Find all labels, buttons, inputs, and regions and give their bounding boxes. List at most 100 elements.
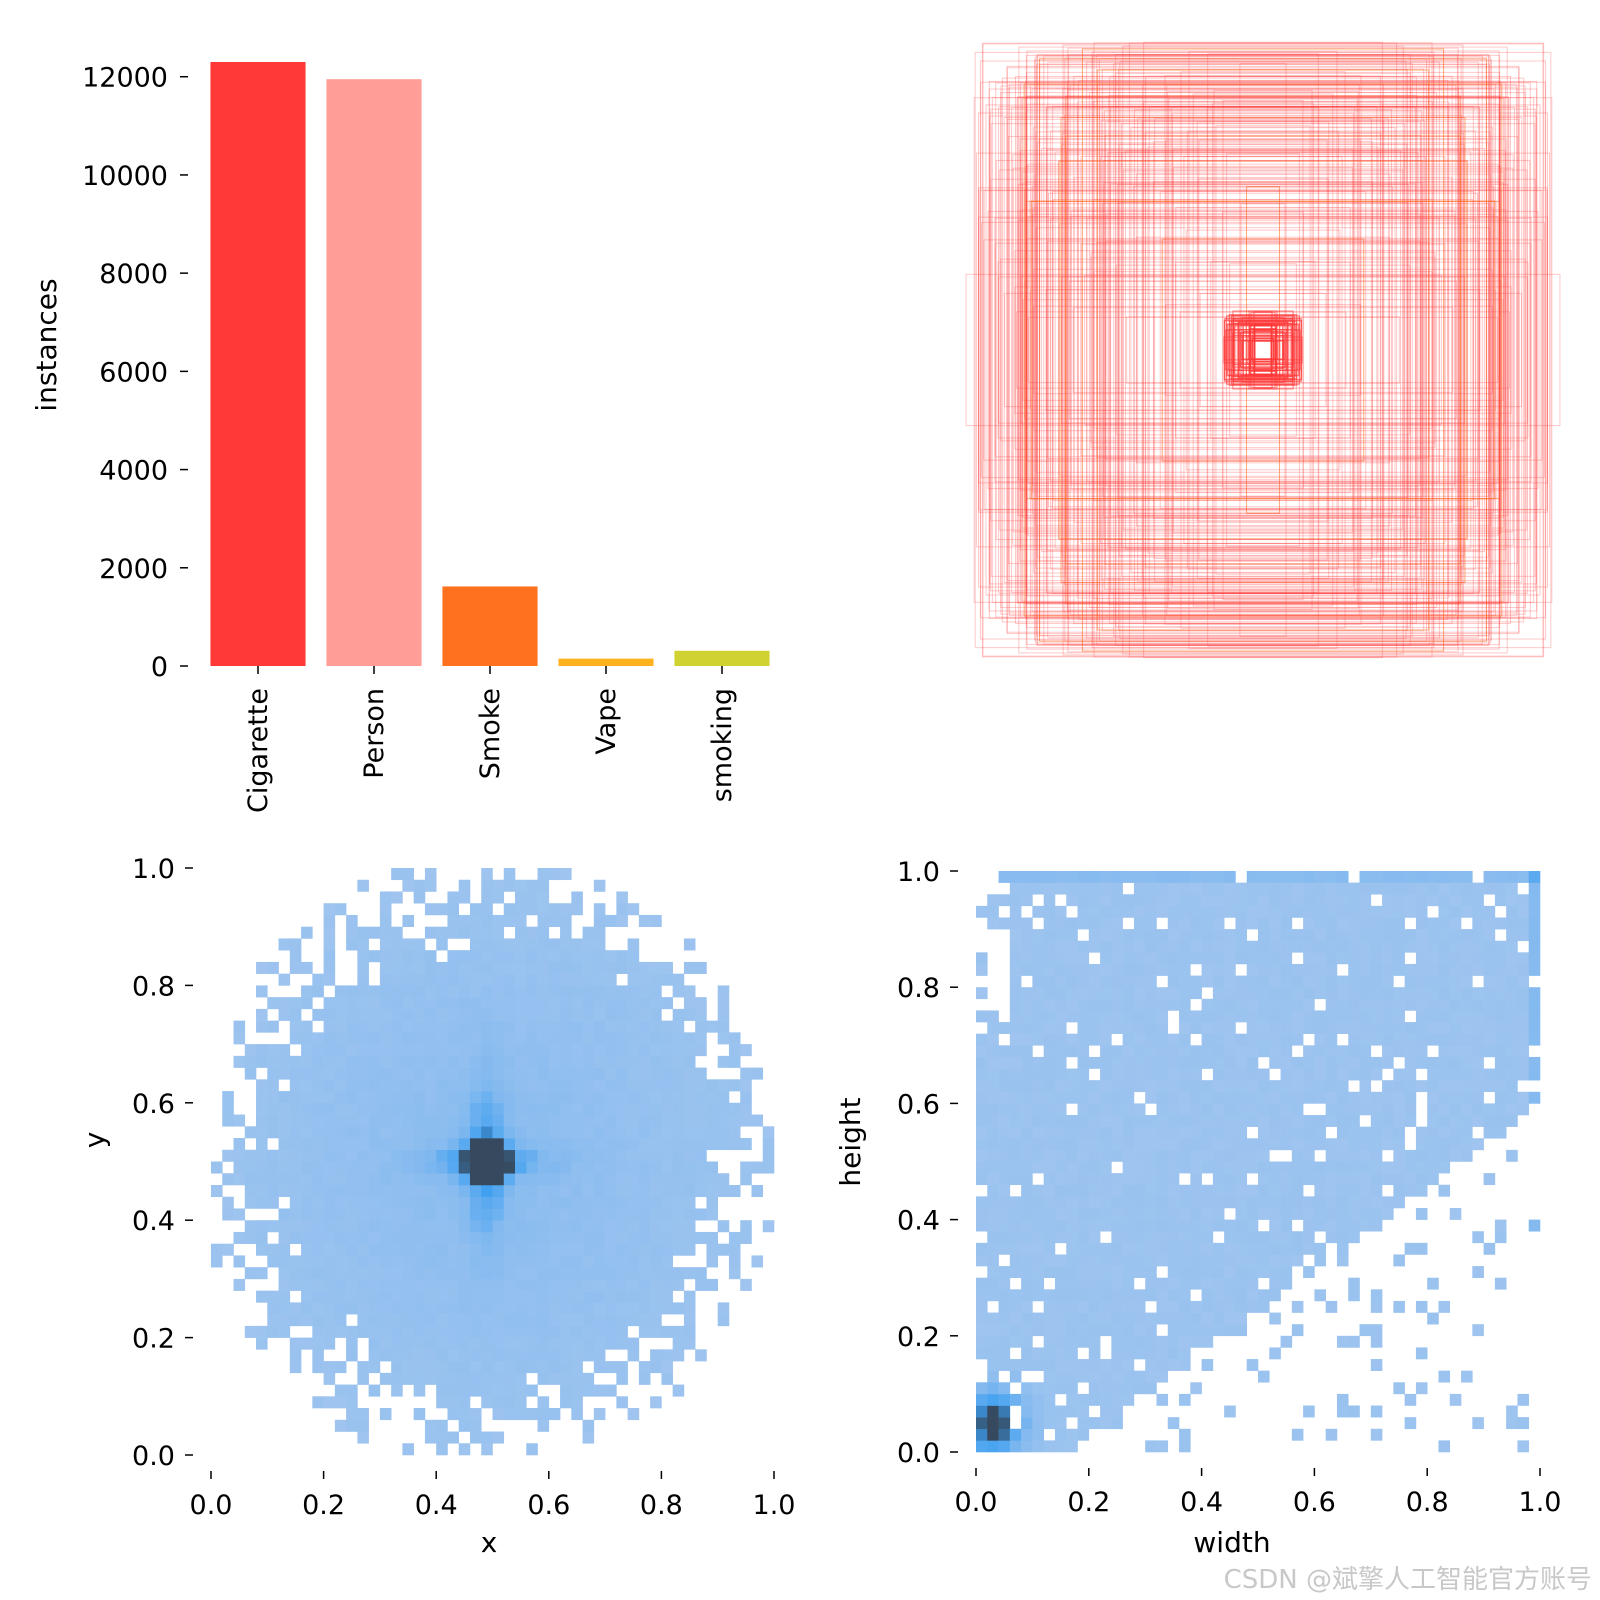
undefined-heatmap-cell: [1009, 1428, 1022, 1441]
undefined-heatmap-cell: [560, 1102, 572, 1115]
undefined-heatmap-cell: [1483, 1080, 1496, 1093]
undefined-heatmap-cell: [1314, 1010, 1326, 1023]
undefined-heatmap-cell: [740, 1231, 752, 1244]
undefined-heatmap-cell: [526, 1067, 538, 1080]
undefined-heatmap-cell: [1212, 1068, 1225, 1081]
undefined-heatmap-cell: [323, 1149, 336, 1162]
undefined-heatmap-cell: [1370, 1115, 1383, 1127]
undefined-heatmap-cell: [1506, 929, 1518, 942]
undefined-heatmap-cell: [458, 1208, 471, 1221]
undefined-heatmap-cell: [1179, 1068, 1191, 1081]
bounding-box: [1067, 47, 1459, 653]
undefined-heatmap-cell: [334, 1243, 347, 1256]
undefined-heatmap-cell: [256, 1091, 268, 1104]
undefined-heatmap-cell: [1393, 894, 1405, 907]
undefined-heatmap-cell: [1100, 1173, 1112, 1186]
undefined-heatmap-cell: [605, 1384, 617, 1397]
undefined-y-tick-label: 0.8: [132, 971, 175, 1002]
undefined-heatmap-cell: [1111, 917, 1123, 930]
undefined-heatmap-cell: [582, 1384, 595, 1397]
undefined-heatmap-cell: [605, 1208, 617, 1221]
undefined-heatmap-cell: [1291, 940, 1304, 953]
undefined-x-tick-label: 0.6: [527, 1490, 570, 1521]
undefined-heatmap-cell: [1088, 1173, 1101, 1186]
undefined-heatmap-cell: [683, 1231, 696, 1244]
undefined-heatmap-cell: [1314, 1022, 1326, 1034]
undefined-heatmap-cell: [481, 1325, 493, 1338]
undefined-heatmap-cell: [998, 1428, 1011, 1441]
undefined-heatmap-cell: [1370, 1173, 1383, 1186]
undefined-heatmap-cell: [1393, 1149, 1405, 1162]
undefined-heatmap-cell: [492, 938, 505, 951]
undefined-heatmap-cell: [1054, 1149, 1067, 1162]
undefined-heatmap-cell: [1472, 963, 1484, 976]
undefined-heatmap-cell: [1145, 1242, 1157, 1255]
undefined-heatmap-cell: [1111, 1173, 1123, 1186]
undefined-heatmap-cell: [1449, 952, 1462, 965]
undefined-heatmap-cell: [1393, 1173, 1405, 1186]
undefined-heatmap-cell: [469, 1231, 482, 1244]
undefined-heatmap-cell: [1336, 1161, 1349, 1174]
undefined-heatmap-cell: [469, 1267, 482, 1280]
undefined-heatmap-cell: [1325, 1138, 1338, 1151]
undefined-heatmap-cell: [1088, 987, 1101, 1000]
undefined-heatmap-cell: [1404, 1149, 1417, 1162]
undefined-heatmap-cell: [638, 1008, 651, 1021]
undefined-heatmap-cell: [357, 1161, 369, 1174]
undefined-heatmap-cell: [1246, 1242, 1259, 1255]
undefined-heatmap-cell: [1088, 1231, 1101, 1244]
undefined-heatmap-cell: [1314, 1196, 1326, 1209]
undefined-heatmap-cell: [1021, 1103, 1033, 1116]
undefined-heatmap-cell: [1336, 871, 1349, 883]
undefined-heatmap-cell: [1404, 963, 1417, 976]
undefined-heatmap-cell: [1438, 1300, 1451, 1313]
undefined-heatmap-cell: [492, 1314, 505, 1327]
undefined-heatmap-cell: [1133, 929, 1146, 942]
undefined-heatmap-cell: [1122, 1312, 1135, 1325]
undefined-heatmap-cell: [1021, 1289, 1033, 1302]
undefined-heatmap-cell: [706, 1091, 718, 1104]
undefined-heatmap-cell: [1506, 1010, 1518, 1023]
undefined-heatmap-cell: [1325, 1428, 1338, 1441]
undefined-heatmap-cell: [1528, 1010, 1541, 1023]
undefined-heatmap-cell: [334, 1102, 347, 1115]
undefined-heatmap-cell: [413, 1102, 426, 1115]
undefined-heatmap-cell: [1235, 1173, 1248, 1186]
bounding-box: [997, 261, 1529, 439]
undefined-heatmap-cell: [1246, 1219, 1259, 1232]
undefined-heatmap-cell: [1427, 1161, 1439, 1174]
undefined-heatmap-cell: [616, 961, 628, 974]
undefined-heatmap-cell: [1066, 1080, 1078, 1093]
undefined-heatmap-cell: [256, 1173, 268, 1186]
undefined-heatmap-cell: [1438, 894, 1451, 907]
undefined-heatmap-cell: [526, 1055, 538, 1068]
undefined-heatmap-cell: [976, 905, 988, 918]
bounding-box: [1076, 101, 1450, 599]
undefined-heatmap-cell: [582, 1267, 595, 1280]
undefined-heatmap-cell: [976, 963, 988, 976]
undefined-heatmap-cell: [1111, 1370, 1123, 1383]
undefined-heatmap-cell: [515, 903, 527, 916]
undefined-heatmap-cell: [976, 1173, 988, 1186]
undefined-heatmap-cell: [379, 1255, 392, 1268]
undefined-heatmap-cell: [301, 1302, 313, 1315]
undefined-heatmap-cell: [1122, 940, 1135, 953]
bounding-box: [1104, 134, 1422, 566]
bounding-box: [1068, 54, 1458, 646]
undefined-heatmap-cell: [638, 1114, 651, 1127]
undefined-heatmap-cell: [976, 1080, 988, 1093]
bounding-box: [1103, 110, 1423, 590]
bounding-box: [1034, 173, 1492, 527]
undefined-heatmap-cell: [582, 1337, 595, 1350]
undefined-heatmap-cell: [1472, 1266, 1484, 1278]
undefined-heatmap-cell: [1133, 1347, 1146, 1360]
undefined-heatmap-cell: [346, 1396, 358, 1409]
undefined-heatmap-cell: [1382, 1126, 1394, 1139]
undefined-heatmap-cell: [548, 1032, 561, 1045]
undefined-heatmap-cell: [605, 1184, 617, 1198]
undefined-y-tick-label: 0.2: [132, 1324, 175, 1355]
undefined-heatmap-cell: [1021, 882, 1033, 895]
undefined-heatmap-cell: [1528, 1068, 1541, 1081]
undefined-heatmap-cell: [481, 1372, 493, 1385]
undefined-heatmap-cell: [222, 1091, 234, 1104]
